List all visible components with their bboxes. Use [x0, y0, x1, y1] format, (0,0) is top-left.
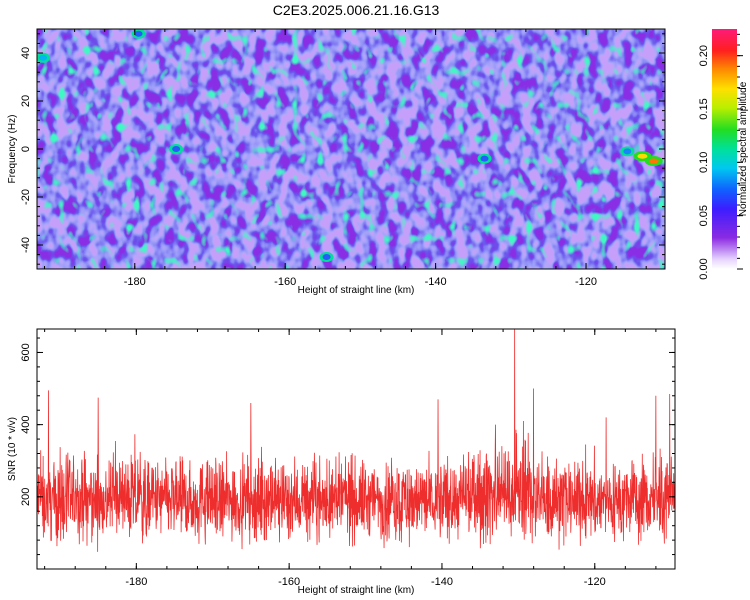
- spectrogram-feature: [648, 158, 659, 164]
- spectrogram-panel: -180 -160 -140 -120 -40 -20 0 20 40 Height of st…: [7, 28, 666, 296]
- snr-plot-area: [37, 329, 675, 552]
- chart-title: C2E3.2025.006.21.16.G13: [273, 2, 440, 18]
- colorbar-tick-label: 0.15: [698, 98, 710, 119]
- snr-x-tick-label: -180: [125, 576, 147, 588]
- spectrogram-y-tick-label: 40: [20, 47, 32, 59]
- snr-x-tick-label: -120: [584, 576, 606, 588]
- spectrogram-x-tick-label: -180: [124, 276, 146, 288]
- snr-panel: -180 -160 -140 -120 200 400 600 Height of stra…: [7, 328, 676, 596]
- spectrogram-y-tick-label: -40: [20, 237, 32, 253]
- spectrogram-feature: [480, 155, 489, 162]
- snr-y-tick-label: 600: [20, 343, 32, 361]
- colorbar-tick-label: 0.10: [698, 152, 710, 173]
- spectrogram-y-tick-label: 0: [20, 146, 32, 152]
- snr-x-tick-label: -160: [278, 576, 300, 588]
- spectrogram-feature: [134, 30, 143, 37]
- snr-y-label: SNR (10 * v/v): [7, 417, 18, 481]
- snr-x-tick-label: -140: [431, 576, 453, 588]
- snr-series-line: [37, 329, 675, 552]
- snr-x-label: Height of straight line (km): [298, 585, 415, 596]
- spectrogram-hot-texture: [37, 29, 665, 269]
- spectrogram-y-tick-label: -20: [20, 189, 32, 205]
- colorbar-tick-label: 0.05: [698, 205, 710, 226]
- snr-axes: -180 -160 -140 -120 200 400 600: [20, 329, 675, 588]
- spectrogram-axes: -180 -160 -140 -120 -40 -20 0 20 40: [20, 29, 665, 288]
- spectrogram-feature: [322, 254, 331, 260]
- spectrogram-x-tick-label: -120: [575, 276, 597, 288]
- colorbar-label: Normalized spectral amplitude: [738, 81, 749, 216]
- spectrogram-y-tick-label: 20: [20, 95, 32, 107]
- colorbar: 0.00 0.05 0.10 0.15 0.20 Normalized spectral…: [698, 29, 749, 280]
- snr-y-tick-label: 200: [20, 488, 32, 506]
- colorbar-tick-label: 0.20: [698, 45, 710, 66]
- spectrogram-feature: [172, 146, 181, 152]
- spectrogram-x-tick-label: -140: [425, 276, 447, 288]
- spectrogram-features: [37, 29, 663, 262]
- colorbar-gradient-bar: [712, 29, 737, 269]
- spectrogram-x-tick-label: -160: [274, 276, 296, 288]
- spectrogram-y-label: Frequency (Hz): [7, 115, 18, 184]
- spectrogram-feature: [623, 148, 632, 155]
- snr-frame: [36, 328, 676, 570]
- spectrogram-plot-area: [37, 29, 665, 269]
- colorbar-tick-label: 0.00: [698, 258, 710, 279]
- spectrogram-feature: [637, 153, 648, 159]
- spectrogram-feature: [39, 54, 48, 61]
- spectrogram-x-label: Height of straight line (km): [298, 285, 415, 296]
- colorbar-ticks: 0.00 0.05 0.10 0.15 0.20: [698, 33, 743, 280]
- snr-y-tick-label: 400: [20, 415, 32, 433]
